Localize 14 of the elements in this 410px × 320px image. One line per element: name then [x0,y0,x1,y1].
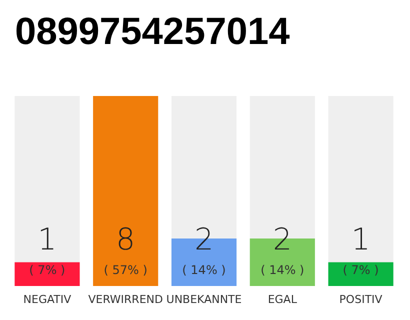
annotation: ( 14% ) [260,263,304,277]
data-label: 8 [116,222,136,258]
annotation: ( 7% ) [29,263,66,277]
data-label: 1 [38,222,57,258]
x-tick-label: NEGATIV [23,293,72,306]
annotation: ( 14% ) [182,263,226,277]
x-tick-label: EGAL [268,293,298,306]
annotation: ( 57% ) [104,263,148,277]
chart-title: 0899754257014 [15,11,290,53]
data-label: 1 [351,222,370,258]
annotation: ( 7% ) [342,263,379,277]
x-tick-label: UNBEKANNTE [166,293,242,306]
x-tick-label: POSITIV [339,293,383,306]
x-tick-label: VERWIRREND [88,293,163,306]
